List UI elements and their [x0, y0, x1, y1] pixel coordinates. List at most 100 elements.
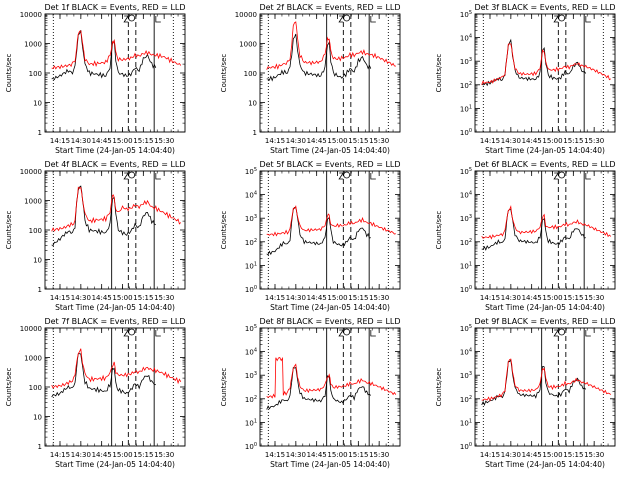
y-tick-label: 102	[460, 81, 472, 90]
x-tick-label: 14:15	[265, 451, 285, 459]
interval-glyph	[343, 14, 351, 22]
x-tick-label: 14:15	[480, 451, 500, 459]
y-tick-label: 10	[248, 100, 257, 108]
chart-title: Det 8f BLACK = Events, RED = LLD	[259, 317, 400, 326]
y-tick-label: 104	[460, 191, 472, 200]
y-tick-label: 1	[38, 286, 42, 294]
chart-title: Det 3f BLACK = Events, RED = LLD	[474, 3, 615, 12]
plot-frame	[474, 327, 616, 447]
plot-frame	[259, 13, 401, 133]
lld-series-line	[481, 205, 612, 240]
y-tick-label: 100	[460, 128, 472, 137]
y-tick-label: 105	[460, 10, 472, 19]
events-series-line	[481, 358, 587, 406]
chart-title: Det 6f BLACK = Events, RED = LLD	[474, 160, 615, 169]
x-tick-label: 15:30	[369, 137, 389, 145]
chart-panel: Det 4f BLACK = Events, RED = LLD Counts/s…	[5, 160, 186, 312]
x-tick-label: 15:15	[133, 294, 153, 302]
x-tick-label: 15:30	[154, 451, 174, 459]
y-tick-label: 100	[460, 442, 472, 451]
x-axis-label: Start Time (24-Jan-05 14:04:40)	[485, 146, 605, 155]
lld-series-line	[266, 205, 396, 237]
x-tick-label: 15:30	[584, 137, 604, 145]
y-tick-label: 103	[245, 371, 257, 380]
x-tick-label: 14:30	[501, 137, 521, 145]
y-axis-label: Counts/sec	[5, 54, 13, 93]
lld-series-line	[481, 358, 612, 402]
y-axis-label: Counts/sec	[435, 368, 443, 407]
x-tick-label: 14:30	[71, 294, 91, 302]
chart-panel: Det 2f BLACK = Events, RED = LLD Counts/s…	[220, 3, 401, 155]
chart-panel: Det 7f BLACK = Events, RED = LLD Counts/s…	[5, 317, 186, 469]
x-tick-label: 14:15	[480, 137, 500, 145]
plot-frame	[259, 327, 401, 447]
y-tick-label: 1000	[24, 198, 42, 206]
x-tick-label: 15:00	[112, 294, 132, 302]
y-tick-label: 10000	[20, 11, 42, 19]
x-axis-label: Start Time (24-Jan-05 14:04:40)	[270, 146, 390, 155]
y-tick-label: 102	[460, 395, 472, 404]
y-axis-label: Counts/sec	[220, 211, 228, 250]
y-tick-label: 100	[29, 227, 42, 235]
interval-glyph	[370, 16, 376, 23]
chart-title: Det 1f BLACK = Events, RED = LLD	[44, 3, 185, 12]
x-tick-label: 14:15	[50, 137, 70, 145]
x-tick-label: 15:15	[133, 451, 153, 459]
chart-title: Det 7f BLACK = Events, RED = LLD	[44, 317, 185, 326]
y-tick-label: 100	[244, 70, 257, 78]
x-tick-label: 15:00	[327, 294, 347, 302]
y-tick-label: 10000	[20, 325, 42, 333]
interval-glyph	[558, 171, 566, 179]
x-tick-label: 14:30	[501, 451, 521, 459]
x-tick-label: 14:30	[286, 137, 306, 145]
y-tick-label: 102	[245, 238, 257, 247]
interval-glyph	[553, 172, 559, 180]
y-tick-label: 101	[245, 418, 257, 427]
x-axis-label: Start Time (24-Jan-05 14:04:40)	[485, 460, 605, 469]
chart-panel: Det 8f BLACK = Events, RED = LLD Counts/s…	[220, 317, 401, 469]
interval-glyph	[338, 329, 344, 337]
chart-title: Det 2f BLACK = Events, RED = LLD	[259, 3, 400, 12]
y-tick-label: 10000	[20, 168, 42, 176]
x-tick-label: 14:15	[265, 137, 285, 145]
x-tick-label: 15:30	[584, 451, 604, 459]
interval-glyph	[585, 16, 591, 23]
x-tick-label: 15:00	[542, 451, 562, 459]
x-tick-label: 14:45	[92, 137, 112, 145]
x-tick-label: 15:30	[584, 294, 604, 302]
x-tick-label: 14:45	[522, 137, 542, 145]
chart-panel: Det 1f BLACK = Events, RED = LLD Counts/s…	[5, 3, 186, 155]
y-tick-label: 104	[245, 191, 257, 200]
y-tick-label: 103	[460, 57, 472, 66]
plot-frame	[474, 170, 616, 290]
x-tick-label: 15:00	[112, 451, 132, 459]
x-tick-label: 15:30	[154, 137, 174, 145]
x-tick-label: 15:15	[348, 451, 368, 459]
x-tick-label: 14:45	[522, 451, 542, 459]
x-tick-label: 15:30	[154, 294, 174, 302]
x-tick-label: 15:15	[563, 451, 583, 459]
y-tick-label: 10	[33, 100, 42, 108]
y-tick-label: 101	[460, 418, 472, 427]
x-tick-label: 14:45	[92, 451, 112, 459]
x-tick-label: 14:30	[286, 451, 306, 459]
x-tick-label: 14:15	[265, 294, 285, 302]
interval-glyph	[343, 171, 351, 179]
interval-glyph	[128, 328, 136, 336]
plot-frame	[44, 327, 186, 447]
y-tick-label: 102	[245, 395, 257, 404]
chart-panel: Det 6f BLACK = Events, RED = LLD Counts/s…	[435, 160, 616, 312]
events-series-line	[481, 208, 586, 251]
x-axis-label: Start Time (24-Jan-05 14:04:40)	[55, 146, 175, 155]
y-tick-label: 1000	[24, 355, 42, 363]
lld-series-line	[51, 30, 182, 70]
interval-glyph	[128, 171, 136, 179]
y-tick-label: 105	[460, 167, 472, 176]
x-tick-label: 14:45	[307, 137, 327, 145]
x-axis-label: Start Time (24-Jan-05 14:04:40)	[55, 460, 175, 469]
chart-panel: Det 9f BLACK = Events, RED = LLD Counts/s…	[435, 317, 616, 469]
interval-glyph	[370, 173, 376, 180]
plot-frame	[44, 170, 186, 290]
x-tick-label: 15:30	[369, 294, 389, 302]
